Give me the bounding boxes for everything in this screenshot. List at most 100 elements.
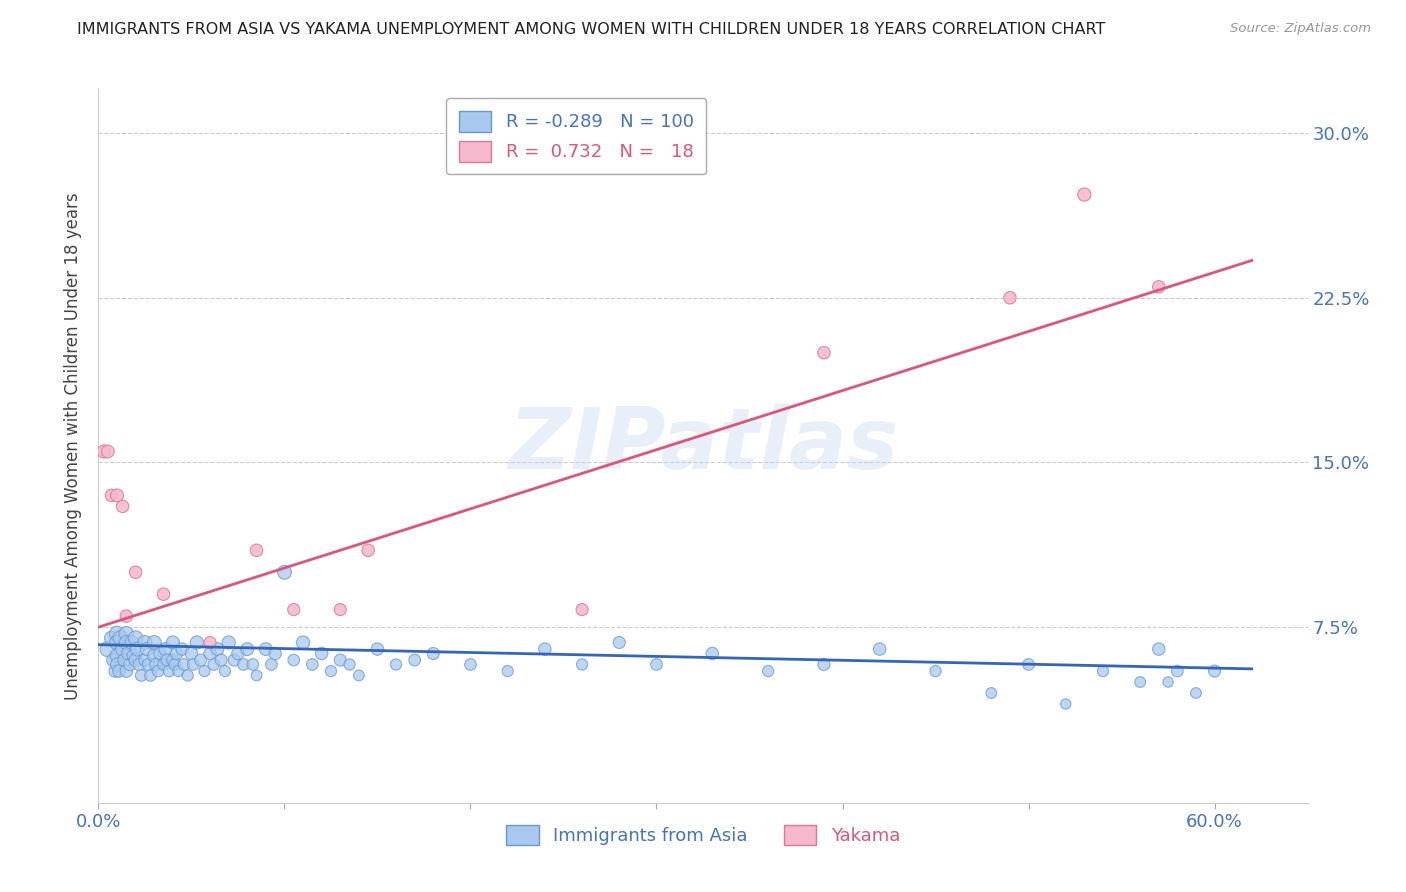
- Point: [100, 631, 122, 645]
- Point: [143, 648, 166, 663]
- Point: [1129, 675, 1152, 690]
- Point: [260, 657, 283, 672]
- Point: [607, 635, 630, 649]
- Point: [226, 647, 249, 661]
- Point: [198, 635, 221, 649]
- Point: [152, 587, 174, 601]
- Point: [534, 642, 557, 657]
- Point: [1054, 697, 1077, 711]
- Point: [645, 657, 668, 672]
- Point: [115, 664, 138, 678]
- Point: [218, 635, 240, 649]
- Point: [124, 566, 146, 580]
- Point: [134, 653, 156, 667]
- Point: [163, 657, 186, 672]
- Point: [236, 642, 259, 657]
- Point: [292, 635, 315, 649]
- Point: [97, 444, 120, 458]
- Point: [385, 657, 408, 672]
- Point: [207, 642, 229, 657]
- Point: [329, 653, 352, 667]
- Point: [139, 668, 162, 682]
- Point: [460, 657, 482, 672]
- Point: [143, 635, 166, 649]
- Point: [124, 653, 146, 667]
- Point: [124, 631, 146, 645]
- Point: [283, 653, 305, 667]
- Legend: Immigrants from Asia, Yakama: Immigrants from Asia, Yakama: [494, 812, 912, 858]
- Point: [135, 642, 157, 657]
- Point: [571, 657, 593, 672]
- Point: [115, 626, 138, 640]
- Point: [117, 647, 139, 661]
- Point: [118, 657, 141, 672]
- Point: [339, 657, 361, 672]
- Point: [404, 653, 426, 667]
- Point: [93, 444, 115, 458]
- Point: [181, 657, 204, 672]
- Point: [1147, 642, 1170, 657]
- Text: Source: ZipAtlas.com: Source: ZipAtlas.com: [1230, 22, 1371, 36]
- Point: [209, 653, 232, 667]
- Point: [1018, 657, 1040, 672]
- Point: [245, 543, 267, 558]
- Point: [813, 657, 835, 672]
- Point: [254, 642, 277, 657]
- Point: [366, 642, 388, 657]
- Point: [998, 291, 1021, 305]
- Point: [128, 657, 150, 672]
- Point: [105, 626, 128, 640]
- Point: [357, 543, 380, 558]
- Point: [980, 686, 1002, 700]
- Point: [232, 657, 254, 672]
- Point: [105, 635, 128, 649]
- Text: IMMIGRANTS FROM ASIA VS YAKAMA UNEMPLOYMENT AMONG WOMEN WITH CHILDREN UNDER 18 Y: IMMIGRANTS FROM ASIA VS YAKAMA UNEMPLOYM…: [77, 22, 1105, 37]
- Point: [1204, 664, 1226, 678]
- Point: [129, 668, 152, 682]
- Point: [172, 642, 194, 657]
- Point: [193, 664, 215, 678]
- Point: [190, 653, 212, 667]
- Point: [756, 664, 779, 678]
- Point: [347, 668, 370, 682]
- Point: [162, 635, 184, 649]
- Point: [422, 647, 444, 661]
- Point: [97, 642, 120, 657]
- Text: ZIPatlas: ZIPatlas: [508, 404, 898, 488]
- Point: [571, 602, 593, 616]
- Point: [496, 664, 519, 678]
- Point: [166, 647, 188, 661]
- Point: [245, 668, 267, 682]
- Point: [145, 657, 167, 672]
- Point: [111, 500, 134, 514]
- Point: [105, 488, 128, 502]
- Point: [127, 642, 149, 657]
- Point: [167, 664, 190, 678]
- Point: [146, 664, 169, 678]
- Point: [329, 602, 352, 616]
- Point: [180, 647, 202, 661]
- Point: [283, 602, 305, 616]
- Point: [105, 657, 128, 672]
- Point: [214, 664, 236, 678]
- Point: [134, 635, 156, 649]
- Point: [173, 657, 195, 672]
- Point: [264, 647, 287, 661]
- Point: [1157, 675, 1180, 690]
- Point: [121, 635, 143, 649]
- Point: [122, 648, 145, 663]
- Point: [319, 664, 342, 678]
- Point: [311, 647, 333, 661]
- Point: [1185, 686, 1208, 700]
- Point: [115, 635, 138, 649]
- Point: [104, 664, 127, 678]
- Point: [301, 657, 323, 672]
- Point: [105, 648, 128, 663]
- Point: [924, 664, 946, 678]
- Point: [1166, 664, 1188, 678]
- Point: [198, 647, 221, 661]
- Point: [224, 653, 246, 667]
- Point: [157, 664, 180, 678]
- Point: [156, 653, 179, 667]
- Point: [149, 647, 172, 661]
